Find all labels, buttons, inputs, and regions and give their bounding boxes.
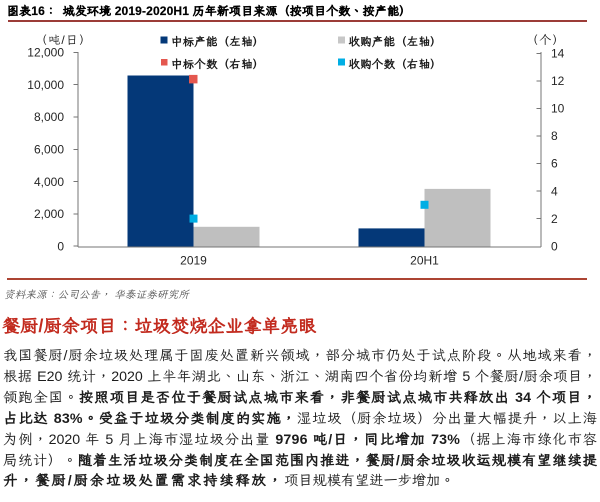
svg-text:（个）: （个）	[526, 33, 566, 47]
svg-text:中标个数（右轴）: 中标个数（右轴）	[171, 58, 264, 71]
svg-text:中标产能（左轴）: 中标产能（左轴）	[171, 36, 264, 49]
svg-text:10,000: 10,000	[27, 78, 64, 92]
svg-text:2019: 2019	[180, 254, 207, 268]
svg-text:20H1: 20H1	[410, 254, 439, 268]
svg-text:收购产能（左轴）: 收购产能（左轴）	[348, 36, 442, 49]
svg-text:6,000: 6,000	[34, 143, 64, 157]
svg-text:6: 6	[551, 157, 558, 171]
svg-text:0: 0	[551, 239, 558, 253]
svg-text:（吨/日）: （吨/日）	[35, 33, 92, 47]
svg-text:2: 2	[551, 212, 558, 226]
svg-text:2,000: 2,000	[34, 207, 64, 221]
svg-text:收购个数（右轴）: 收购个数（右轴）	[348, 58, 442, 71]
svg-text:4,000: 4,000	[34, 175, 64, 189]
svg-text:4: 4	[551, 184, 558, 198]
svg-text:12,000: 12,000	[27, 46, 64, 60]
svg-text:12: 12	[551, 74, 565, 88]
svg-text:10: 10	[551, 102, 565, 116]
svg-text:8: 8	[551, 129, 558, 143]
svg-text:14: 14	[551, 47, 565, 61]
svg-text:8,000: 8,000	[34, 110, 64, 124]
svg-text:0: 0	[57, 239, 64, 253]
